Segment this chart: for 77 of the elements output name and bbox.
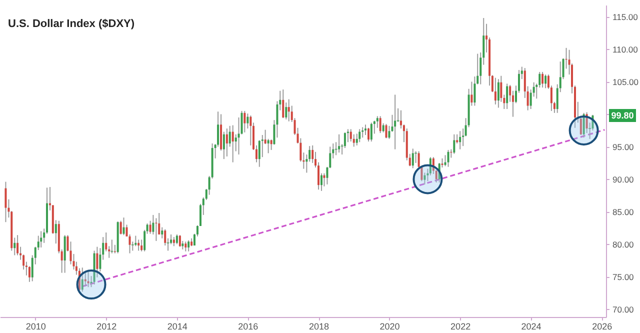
candlestick [438,162,440,183]
candlestick [246,113,249,129]
candlestick [232,124,234,163]
candlestick [222,131,225,160]
candlestick [338,134,340,154]
candlestick [323,172,326,187]
x-tick-label: 2022 [450,322,471,332]
y-tick-label: 95.00 [612,142,634,152]
candlestick [40,230,42,248]
candlestick [542,71,544,88]
candlestick [138,239,140,252]
candlestick [494,77,496,105]
candlestick [16,234,19,256]
candlestick [312,144,314,164]
candlestick [412,148,414,169]
y-tick-label: 90.00 [612,174,634,185]
candlestick [184,241,187,252]
candlestick [453,134,456,154]
candlestick [394,94,396,150]
x-tick-label: 2024 [521,322,542,332]
candlestick [456,134,458,144]
candlestick [444,154,446,167]
candlestick [282,89,284,119]
candlestick [4,181,7,223]
x-tick-label: 2020 [380,322,400,332]
x-tick-label: 2010 [26,322,46,332]
candlestick [368,127,370,142]
y-tick-label: 105.00 [612,77,639,88]
candlestick [172,236,175,247]
x-tick-label: 2018 [308,322,330,332]
x-tick-label: 2026 [592,322,612,332]
candlestick [497,78,500,108]
candlestick [140,239,143,252]
y-tick-label: 70.00 [612,304,634,315]
candlestick [226,128,228,157]
candlestick [358,128,361,143]
candlestick [582,112,585,138]
candlestick [506,83,508,110]
x-tick-label: 2014 [167,322,188,332]
candlestick [447,149,450,168]
candlestick [385,123,388,139]
candlestick [84,272,86,287]
candlestick [356,133,358,146]
candlestick [285,102,288,120]
candlestick [188,240,190,252]
y-tick-label: 75.00 [612,272,634,282]
y-tick-label: 110.00 [612,44,638,55]
candlestick [379,116,382,134]
x-tick-label: 2016 [238,322,258,332]
y-tick-label: 115.00 [612,12,638,22]
x-tick-label: 2012 [96,322,117,332]
candlestick [288,98,290,122]
y-tick-label: 85.00 [612,207,634,218]
annotation: 99.80 [611,110,634,120]
candlestick [364,124,366,136]
candlestick [320,172,323,192]
candlestick [81,267,84,292]
candlestick [178,234,181,248]
candlestick [120,220,122,235]
candlestick [370,122,372,142]
candlestick [122,217,125,236]
candlestick [459,130,462,150]
candlestick [362,126,364,138]
candlestick [244,110,246,133]
text: U.S. Dollar Index ($DXY) [8,18,135,30]
candlestick [424,172,426,185]
candlestick [544,74,547,89]
candlestick [110,239,114,254]
candlestick [28,266,30,282]
candlestick [250,115,252,146]
candlestick [176,234,178,245]
candlestick [161,226,164,239]
candlestick [134,235,137,247]
y-tick-label: 80.00 [612,240,634,250]
candlestick [14,237,16,256]
candlestick [54,220,57,244]
candlestick [267,138,270,154]
